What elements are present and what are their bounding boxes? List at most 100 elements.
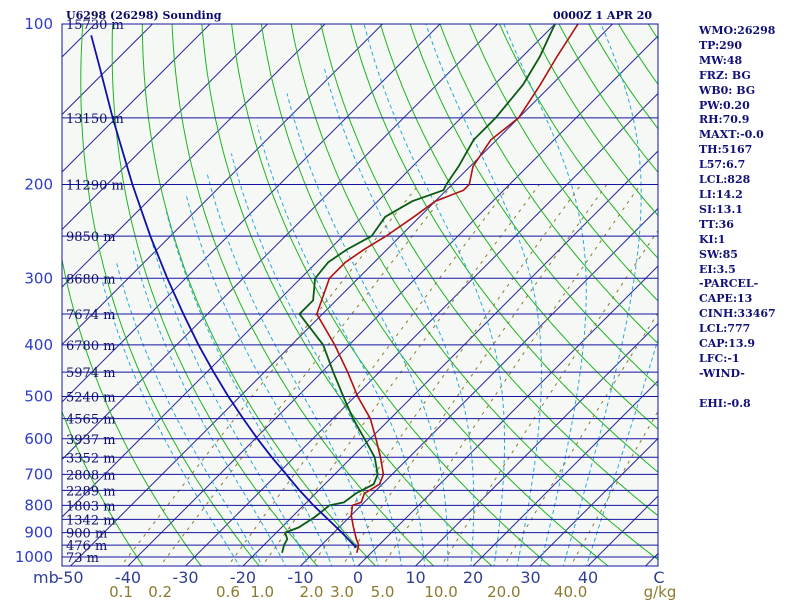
temperature-tick-label: 40 (578, 568, 598, 587)
height-label: 4565 m (66, 413, 116, 428)
mixing-ratio-label: 40.0 (554, 583, 587, 600)
height-label: 5240 m (66, 391, 116, 406)
valid-time: 0000Z 1 APR 20 (552, 9, 652, 22)
moist-adiabat-line (115, 262, 264, 566)
moist-adiabat-line (230, 153, 402, 566)
height-label: 9850 m (66, 230, 116, 245)
background-lines (0, 24, 658, 568)
moist-adiabat-line (101, 278, 240, 566)
mixing-ratio-line (341, 184, 608, 566)
dry-adiabat-line (320, 24, 658, 517)
index-item: TH:5167 (699, 143, 753, 157)
index-item: WB0: BG (699, 83, 756, 97)
pressure-tick-label: 300 (24, 269, 53, 287)
height-label: 1803 m (66, 499, 116, 514)
mixing-ratio-line (570, 410, 658, 566)
index-item: SW:85 (699, 247, 738, 261)
index-item: CAP:13.9 (699, 337, 756, 351)
dry-adiabat-line (201, 24, 493, 566)
isotherm-line (0, 24, 38, 568)
pressure-tick-label: 400 (24, 336, 53, 354)
mixing-ratio-label: 3.0 (330, 583, 354, 600)
isotherm-line (242, 150, 658, 566)
moist-adiabat-line (363, 24, 505, 566)
isotherm-line (62, 24, 326, 288)
isotherm-line (62, 24, 498, 461)
mixing-ratio-line (381, 184, 642, 566)
height-label: 8680 m (66, 272, 116, 287)
mixing-ratio-unit-label: g/kg (644, 583, 677, 600)
index-item: -PARCEL- (699, 277, 759, 291)
mixing-ratio-line (159, 184, 453, 566)
moist-adiabat-line (323, 66, 475, 566)
mixing-ratio-label: 0.2 (148, 583, 172, 600)
dry-adiabat-line (141, 24, 377, 566)
temperature-tick-label: -10 (287, 568, 313, 587)
isotherm-line (69, 24, 613, 566)
height-label: 2808 m (66, 468, 116, 483)
dry-adiabat-line (62, 257, 202, 566)
mixing-ratio-label: 0.6 (216, 583, 240, 600)
index-item: TP:290 (699, 38, 743, 52)
height-label: 5974 m (66, 366, 116, 381)
dry-adiabat-line (409, 24, 658, 387)
mixing-ratio-label: 1.0 (250, 583, 274, 600)
mixing-ratio-label: 2.0 (300, 583, 324, 600)
dry-adiabat-line (171, 24, 435, 566)
index-item: LCL:828 (699, 173, 751, 187)
temperature-tick-label: 30 (520, 568, 540, 587)
mixing-ratio-line (227, 184, 511, 566)
mixing-ratio-label: 10.0 (424, 583, 457, 600)
pressure-tick-label: 1000 (15, 548, 53, 566)
parcel-trace (90, 35, 357, 549)
dry-adiabat-line (350, 24, 658, 473)
index-item: MAXT:-0.0 (699, 128, 764, 142)
temperature-tick-label: -50 (57, 568, 83, 587)
height-label: 476 m (66, 539, 107, 554)
index-item: RH:70.9 (699, 113, 750, 127)
index-item: FRZ: BG (699, 68, 751, 82)
index-item: SI:13.1 (699, 202, 743, 216)
isotherm-line (62, 24, 441, 403)
mixing-ratio-label: 20.0 (487, 583, 520, 600)
index-item: LFC:-1 (699, 351, 740, 365)
temperature-unit-label: C (653, 568, 664, 587)
stability-index-list: WMO:26298 TP:290 MW:48 FRZ: BG WB0: BG PW:0.2… (699, 24, 776, 412)
index-item: WMO:26298 (699, 24, 776, 37)
isotherm-line (127, 35, 658, 566)
height-label: 6780 m (66, 339, 116, 354)
index-item: -WIND- (699, 366, 745, 380)
index-item: CAPE:13 (699, 292, 753, 306)
height-label: 7674 m (66, 308, 116, 323)
temperature-tick-label: -20 (230, 568, 256, 587)
mixing-ratio-label: 5.0 (371, 583, 395, 600)
dry-adiabat-line (111, 24, 319, 566)
isotherm-line (529, 437, 658, 566)
height-label: 73 m (66, 551, 99, 566)
plot-frame (61, 23, 659, 567)
height-label: 13150 m (66, 112, 124, 127)
pressure-tick-label: 800 (24, 496, 53, 514)
dry-adiabat-line (260, 24, 609, 566)
moist-adiabat-line (148, 231, 310, 566)
isotherm-line (62, 24, 383, 346)
temperature-tick-label: 20 (463, 568, 483, 587)
index-item: EI:3.5 (699, 262, 736, 276)
isotherm-line (357, 265, 658, 566)
sounding-traces (90, 24, 579, 554)
dry-adiabat-line (469, 24, 658, 302)
pressure-tick-label: 500 (24, 388, 53, 406)
mixing-ratio-line (310, 184, 582, 566)
index-item: LI:14.2 (699, 187, 743, 201)
height-label: 900 m (66, 527, 107, 542)
dry-adiabat-line (290, 24, 658, 561)
mixing-ratio-label: 0.1 (109, 583, 133, 600)
pressure-tick-label: 700 (24, 465, 53, 483)
axis-labels: 15730 m 13150 m 11290 m 9850 m 8680 m 7674 m 6… (15, 15, 677, 600)
index-item: L57:6.7 (699, 158, 746, 172)
mixing-ratio-line (120, 184, 420, 566)
index-item: CINH:33467 (699, 307, 776, 321)
pressure-axis-label: mb (33, 568, 59, 587)
pressure-tick-label: 100 (24, 15, 53, 33)
moist-adiabat-line (425, 24, 542, 566)
